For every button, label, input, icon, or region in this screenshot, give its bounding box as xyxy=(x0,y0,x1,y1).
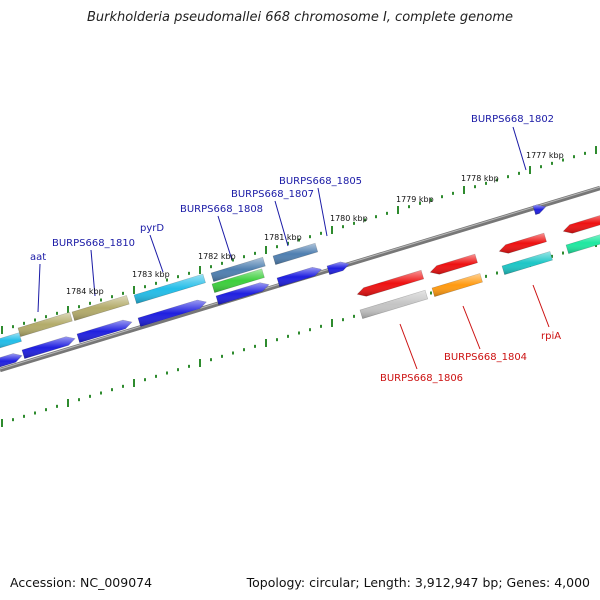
gene-feature-shade xyxy=(134,274,206,304)
gene-feature-shade xyxy=(216,282,269,305)
kbp-label: 1784 kbp xyxy=(66,287,104,296)
gene-feature-shade xyxy=(22,336,75,359)
gene-feature-shade xyxy=(499,233,547,254)
leader-burps668-1807 xyxy=(274,200,289,247)
gene-feature-shade xyxy=(18,312,73,337)
leader-burps668-1805 xyxy=(317,187,328,237)
accession-text: Accession: NC_009074 xyxy=(10,575,153,590)
kbp-label: 1777 kbp xyxy=(526,151,564,160)
leader-burps668-1802 xyxy=(512,126,527,171)
gene-feature-shade xyxy=(360,290,428,319)
leader-burps668-1806 xyxy=(399,323,418,370)
gene-label-burps668-1805: BURPS668_1805 xyxy=(279,176,362,187)
gene-feature-shade xyxy=(502,251,553,275)
gene-feature-shade xyxy=(211,257,266,282)
gene-feature-shade xyxy=(212,268,265,293)
gene-label-burps668-1808: BURPS668_1808 xyxy=(180,204,263,215)
gene-feature-shade xyxy=(0,353,22,367)
gene-feature-shade xyxy=(566,234,600,254)
gene-feature-shade xyxy=(77,320,132,343)
gene-label-rpia: rpiA xyxy=(541,331,561,342)
leader-aat xyxy=(37,263,41,313)
kbp-labels: 1777 kbp 1778 kbp 1779 kbp 1780 kbp 1781… xyxy=(66,151,564,296)
gene-label-burps668-1807: BURPS668_1807 xyxy=(231,189,314,200)
gene-feature-shade xyxy=(0,332,22,348)
gene-feature-shade xyxy=(327,261,350,275)
kbp-label: 1783 kbp xyxy=(132,270,170,279)
label-leaders xyxy=(37,126,550,370)
gene-feature-shade xyxy=(430,254,478,275)
leader-burps668-1808 xyxy=(217,215,233,261)
map-title: Burkholderia pseudomallei 668 chromosome… xyxy=(86,10,514,25)
gene-feature-shade xyxy=(563,215,600,234)
leader-burps668-1810 xyxy=(90,249,96,297)
leader-rpia xyxy=(532,284,550,328)
kbp-label: 1778 kbp xyxy=(461,174,499,183)
leader-burps668-1804 xyxy=(462,305,481,350)
gene-feature-shade xyxy=(72,295,130,321)
gene-label-aat: aat xyxy=(30,252,46,263)
gene-feature-shade xyxy=(138,300,207,327)
gene-feature-shade xyxy=(432,273,483,297)
gene-features xyxy=(0,204,600,368)
kbp-label: 1782 kbp xyxy=(198,252,236,261)
kbp-label: 1779 kbp xyxy=(396,195,434,204)
gene-label-burps668-1802: BURPS668_1802 xyxy=(471,114,554,125)
gene-feature-shade xyxy=(273,243,318,265)
gene-feature-shade xyxy=(533,204,546,215)
kbp-label: 1780 kbp xyxy=(330,214,368,223)
kbp-label: 1781 kbp xyxy=(264,233,302,242)
gene-feature-shade xyxy=(277,267,322,287)
gene-feature-shade xyxy=(357,270,424,297)
gene-labels: BURPS668_1802 BURPS668_1805 BURPS668_180… xyxy=(30,114,561,384)
gene-label-burps668-1804: BURPS668_1804 xyxy=(444,352,527,363)
leader-pyrd xyxy=(149,234,164,273)
gene-label-burps668-1806: BURPS668_1806 xyxy=(380,373,463,384)
gene-label-pyrd: pyrD xyxy=(140,223,164,234)
topology-text: Topology: circular; Length: 3,912,947 bp… xyxy=(246,575,590,590)
gene-label-burps668-1810: BURPS668_1810 xyxy=(52,238,135,249)
